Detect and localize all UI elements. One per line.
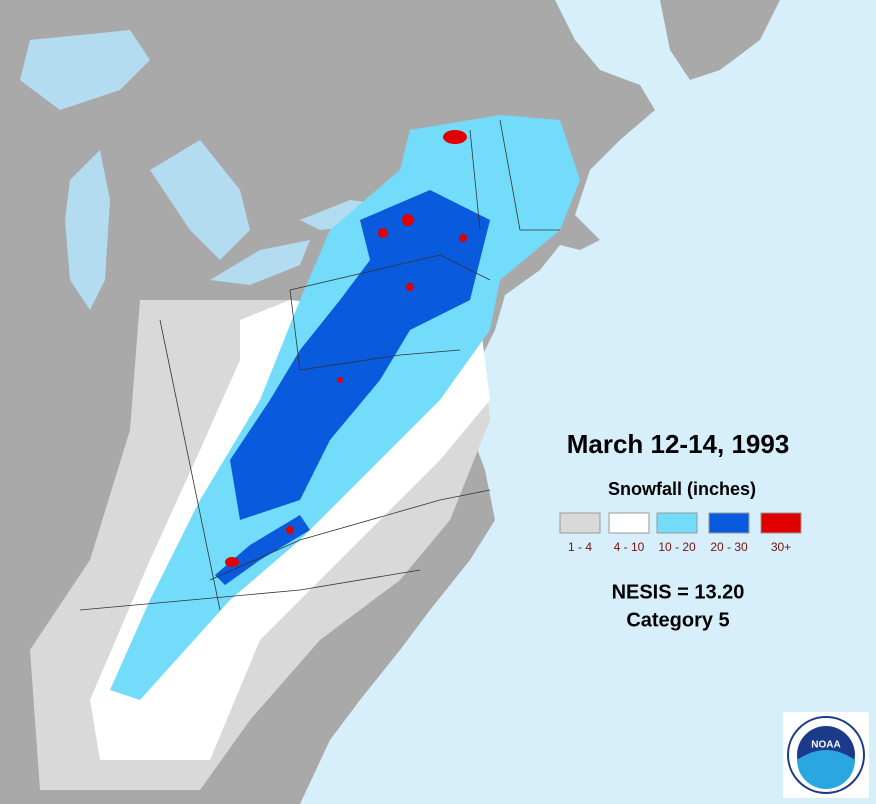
snow-30-plus bbox=[225, 130, 467, 567]
legend-label: 30+ bbox=[771, 540, 791, 554]
legend-swatch bbox=[708, 512, 750, 534]
legend-swatch bbox=[760, 512, 802, 534]
legend-swatch bbox=[656, 512, 698, 534]
land-canada bbox=[660, 0, 780, 80]
state-borders bbox=[79, 119, 560, 611]
lake-michigan bbox=[65, 150, 110, 310]
noaa-text: NOAA bbox=[811, 740, 840, 751]
nesis-value: NESIS = 13.20 bbox=[612, 581, 745, 603]
nesis-category: Category 5 bbox=[626, 609, 729, 631]
legend-label: 10 - 20 bbox=[658, 540, 696, 554]
legend-title: Snowfall (inches) bbox=[608, 479, 756, 499]
legend-label: 1 - 4 bbox=[568, 540, 592, 554]
lake-superior bbox=[20, 30, 150, 110]
snow-20-30 bbox=[230, 190, 490, 520]
legend-swatch bbox=[559, 512, 601, 534]
map-title: March 12-14, 1993 bbox=[567, 429, 790, 459]
legend-label: 4 - 10 bbox=[614, 540, 645, 554]
noaa-logo: NOAA bbox=[783, 712, 869, 798]
legend: 1 - 4 4 - 10 10 - 20 20 - 30 30+ bbox=[559, 512, 802, 554]
legend-label: 20 - 30 bbox=[710, 540, 748, 554]
lake-huron bbox=[150, 140, 250, 260]
legend-swatch bbox=[608, 512, 650, 534]
lake-erie bbox=[210, 240, 310, 285]
